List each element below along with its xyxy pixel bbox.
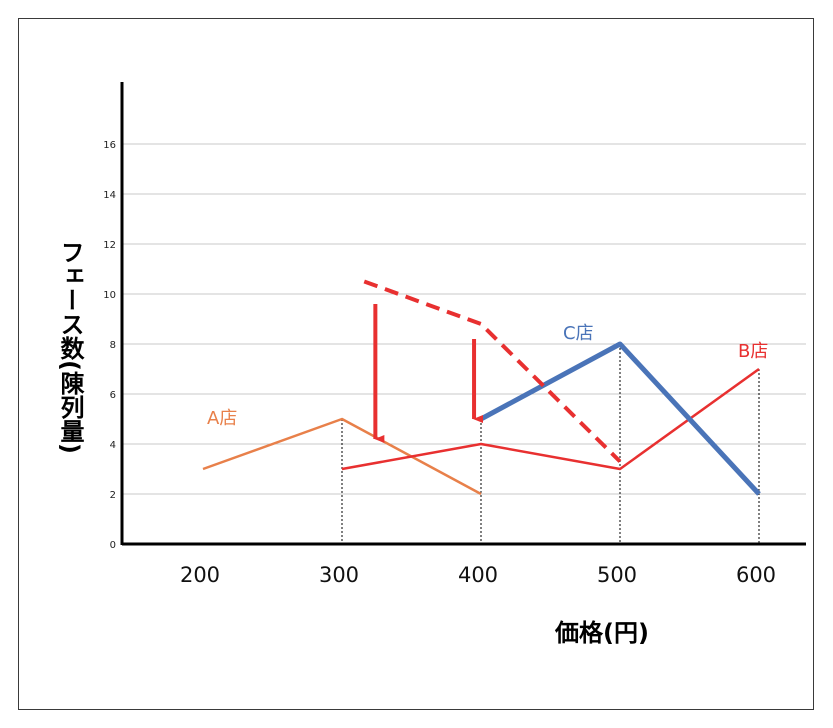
y-tick-label: 10	[103, 290, 116, 301]
y-tick-label: 12	[103, 240, 116, 251]
annotation-layer	[363, 279, 622, 463]
x-tick-label: 500	[597, 563, 637, 587]
grid-lines	[122, 143, 806, 495]
axes	[120, 82, 806, 546]
series-line	[479, 341, 761, 496]
y-tick-label: 8	[110, 340, 116, 351]
y-tick-label: 4	[110, 440, 116, 451]
tick-labels: 0 2 4 6 8 10 12 14 16 200 300 400 500 600	[103, 140, 776, 587]
dashed-trend-line	[363, 279, 622, 463]
series-label: A店	[207, 408, 237, 429]
x-tick-label: 400	[458, 563, 498, 587]
series-label: B店	[738, 341, 768, 362]
series-labels: A店 B店 C店	[207, 323, 768, 429]
y-axis-title: フェース数(陳列量)	[56, 240, 84, 454]
drop-lines	[341, 344, 760, 544]
y-tick-label: 14	[103, 190, 116, 201]
x-tick-label: 300	[319, 563, 359, 587]
y-tick-label: 0	[110, 540, 116, 551]
y-tick-label: 16	[103, 140, 116, 151]
x-tick-label: 200	[180, 563, 220, 587]
x-axis-title: 価格(円)	[554, 619, 649, 647]
series-line	[202, 417, 482, 496]
x-tick-label: 600	[736, 563, 776, 587]
series-layer	[202, 341, 761, 496]
y-tick-label: 6	[110, 390, 116, 401]
y-tick-label: 2	[110, 490, 116, 501]
series-label: C店	[563, 323, 594, 344]
chart-frame	[18, 18, 814, 710]
